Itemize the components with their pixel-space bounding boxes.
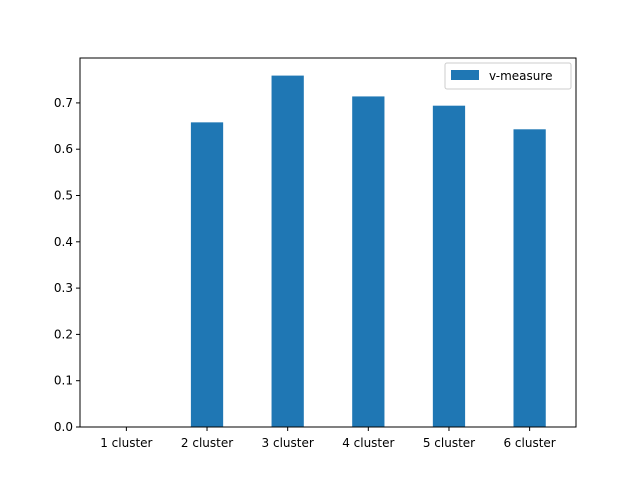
bar-4	[352, 96, 385, 427]
x-tick-label: 6 cluster	[503, 436, 555, 450]
y-axis: 0.0 0.1 0.2 0.3 0.4 0.5 0.6 0.7	[54, 96, 80, 434]
y-tick-label: 0.4	[54, 235, 73, 249]
bar-2	[190, 122, 224, 428]
legend-box	[444, 62, 572, 90]
bar-5	[432, 105, 466, 428]
x-tick-label: 5 cluster	[423, 436, 475, 450]
x-tick-label: 1 cluster	[100, 436, 152, 450]
legend-label: v-measure	[489, 69, 552, 83]
y-tick-label: 0.5	[54, 189, 73, 203]
legend: v-measure	[444, 62, 572, 90]
plot-frame	[79, 57, 577, 428]
bar-6	[513, 129, 546, 428]
bars-group	[190, 75, 546, 428]
legend-swatch	[451, 70, 479, 80]
x-tick-label: 4 cluster	[342, 436, 394, 450]
x-axis: 1 cluster 2 cluster 3 cluster 4 cluster 5 cl…	[100, 427, 556, 450]
y-tick-label: 0.1	[54, 374, 73, 388]
y-tick-label: 0.2	[54, 327, 73, 341]
y-tick-label: 0.6	[54, 142, 73, 156]
x-tick-label: 3 cluster	[262, 436, 314, 450]
bar-3	[271, 75, 304, 427]
y-tick-label: 0.7	[54, 96, 73, 110]
y-tick-label: 0.3	[54, 281, 73, 295]
x-tick-label: 2 cluster	[181, 436, 233, 450]
y-tick-label: 0.0	[54, 420, 73, 434]
